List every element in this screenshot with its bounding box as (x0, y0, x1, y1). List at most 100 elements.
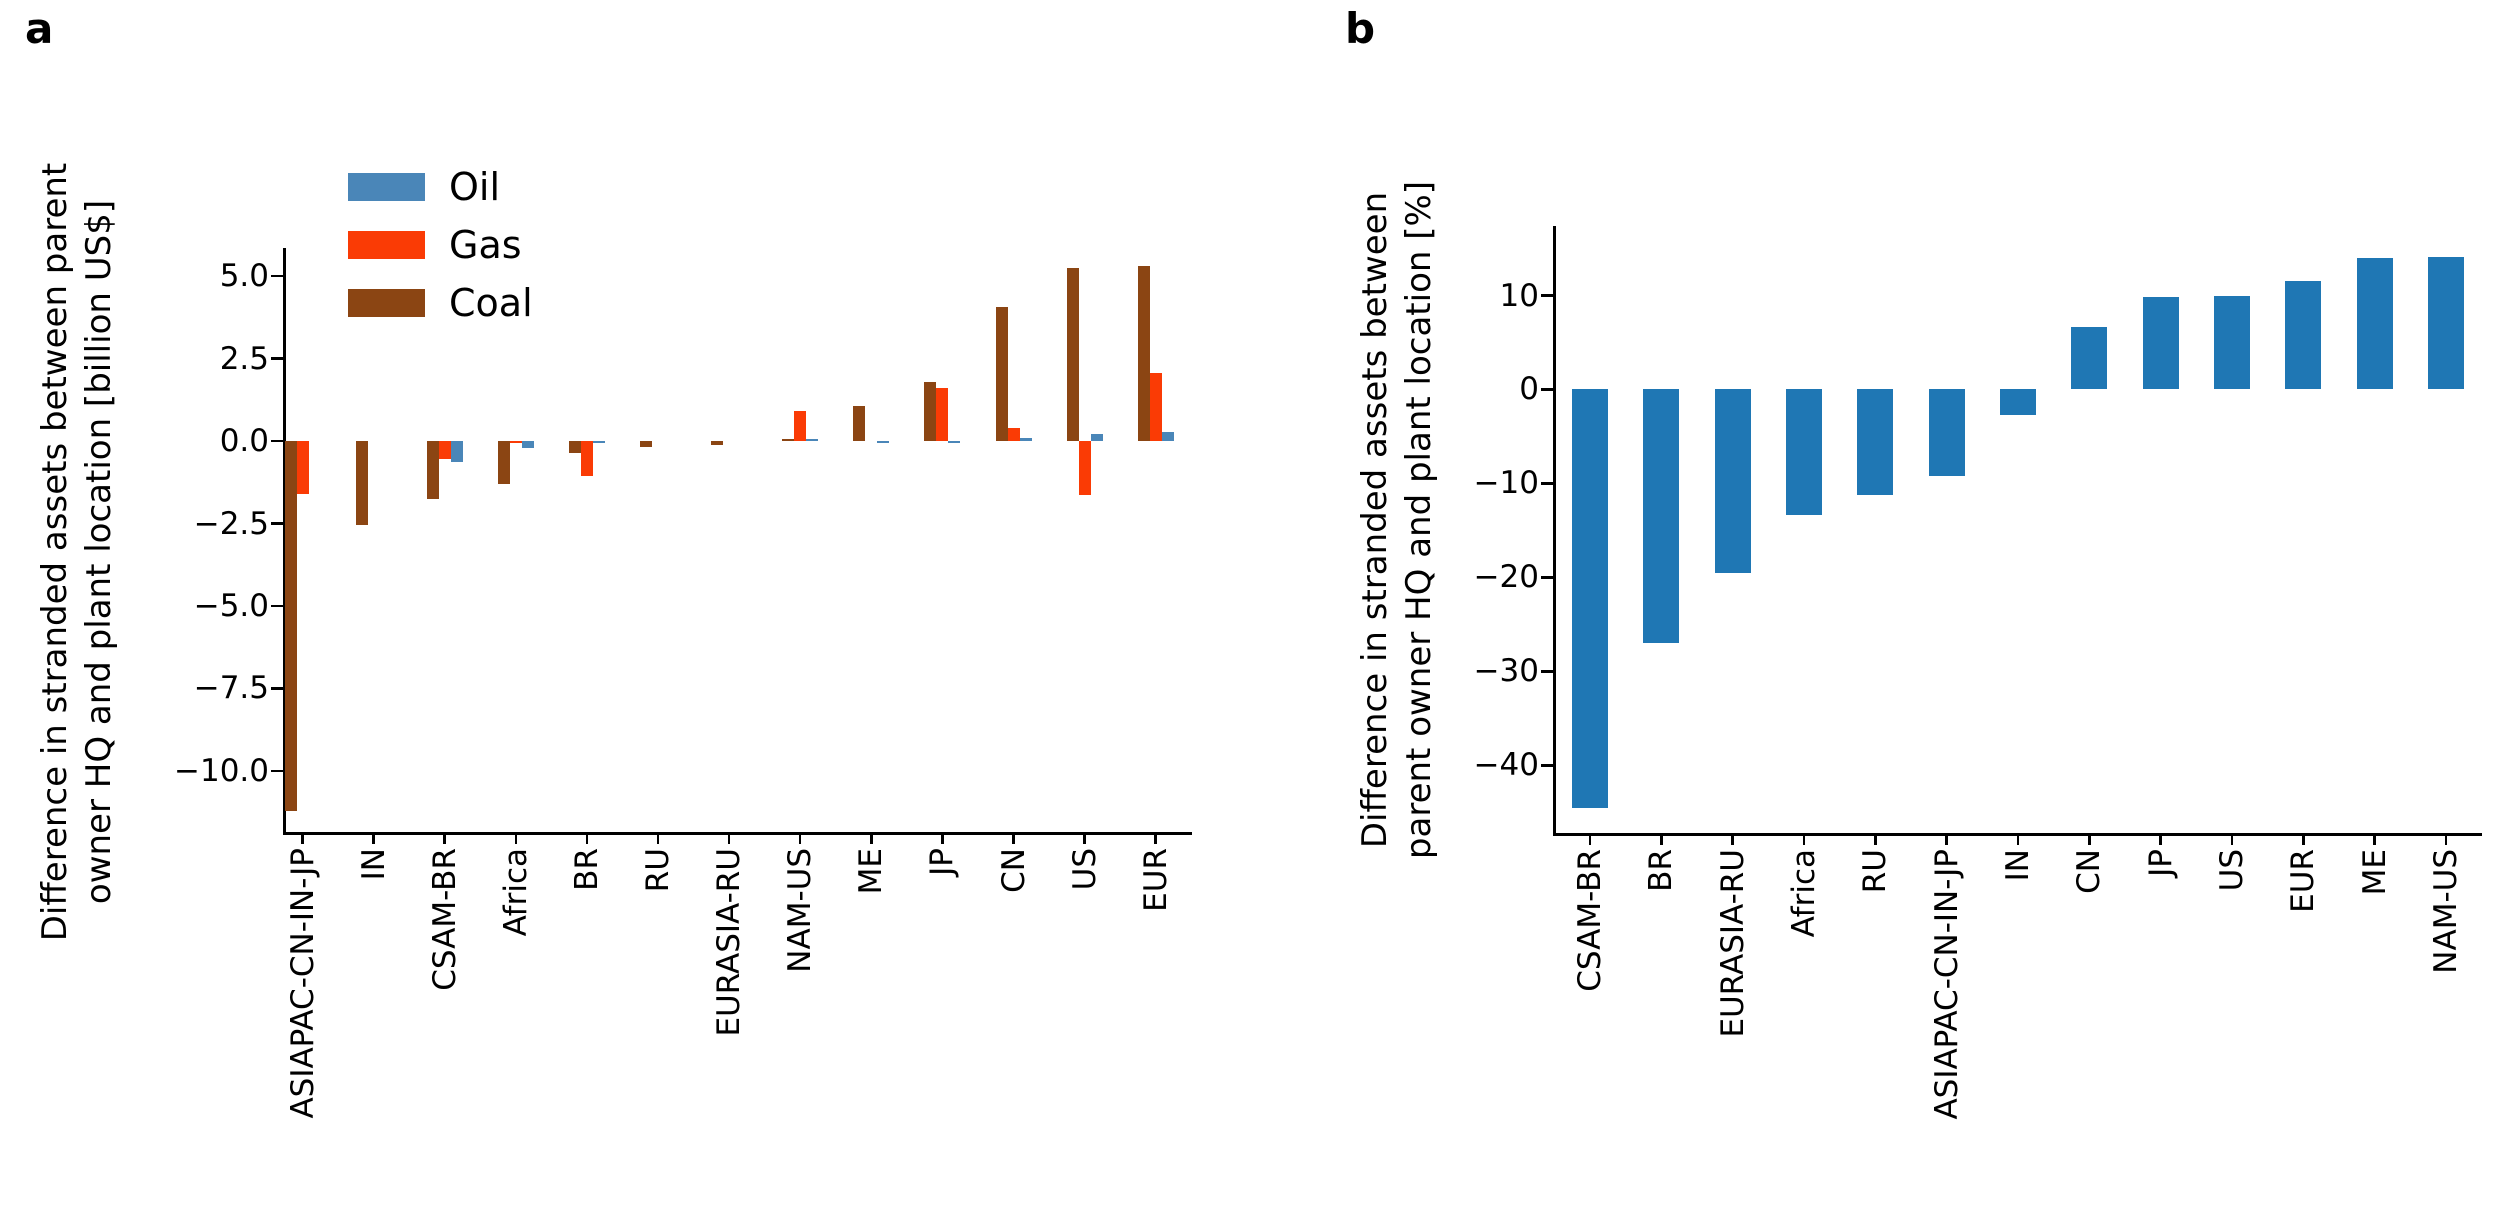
x-tick-label-text: JP (924, 848, 961, 876)
x-tick-label: CSAM-BR (427, 848, 483, 995)
y-axis-spine (1553, 226, 1556, 835)
panel-b-tag: b (1345, 4, 1376, 53)
bar-coal-me (853, 406, 866, 441)
bar-gas-asiapac-cn-in-jp (296, 441, 309, 495)
x-tick-label: NAM-US (782, 848, 838, 977)
x-tick (1874, 835, 1877, 845)
bar-gas-cn (1007, 428, 1020, 441)
y-tick-label: 0.0 (219, 423, 269, 460)
x-tick (2373, 835, 2376, 845)
x-tick (941, 834, 944, 844)
x-tick-label: CSAM-BR (1572, 849, 1628, 996)
y-tick-label: −2.5 (193, 505, 269, 542)
legend: Oil Gas Coal (348, 168, 648, 342)
bar-gas-jp (936, 388, 949, 441)
x-tick-label-text: ASIAPAC-CN-IN-JP (284, 848, 321, 1119)
x-tick-label-text: CSAM-BR (426, 848, 463, 991)
x-tick-label-text: IN (1999, 849, 2036, 882)
x-axis-spine (283, 832, 1192, 835)
x-tick (1012, 834, 1015, 844)
y-tick (271, 769, 283, 773)
y-tick (271, 357, 283, 360)
panel-a-ylabel-line2: owner HQ and plant location [billion US$… (79, 199, 119, 905)
x-tick-label: JP (2143, 849, 2199, 881)
x-tick (798, 834, 802, 844)
x-tick-label-text: Africa (497, 848, 534, 937)
bar-coal-nam-us (782, 439, 795, 441)
bar-oil-jp (948, 441, 961, 443)
bar-difference-us (2213, 296, 2250, 390)
y-tick (1541, 294, 1553, 297)
bar-coal-in (355, 441, 368, 526)
y-tick-label: −30 (1473, 653, 1539, 690)
x-tick (301, 834, 304, 844)
panel-a-ylabel-line1: Difference in stranded assets between pa… (35, 162, 75, 942)
x-tick-label-text: EURASIA-RU (711, 848, 748, 1037)
x-tick-label: EURASIA-RU (711, 848, 767, 1041)
bar-oil-nam-us (806, 438, 819, 441)
x-tick (2088, 835, 2091, 845)
x-tick (656, 834, 660, 844)
bar-difference-africa (1785, 389, 1822, 516)
x-tick (1154, 834, 1157, 844)
bar-gas-eur (1149, 373, 1162, 441)
x-tick-label-text: Africa (1785, 849, 1822, 938)
bar-difference-me (2356, 257, 2393, 390)
legend-label-oil: Oil (449, 165, 501, 209)
x-tick (1731, 835, 1734, 845)
bar-oil-us (1090, 433, 1103, 441)
bar-oil-africa (521, 441, 534, 449)
bar-gas-br (580, 441, 593, 476)
x-tick-label-text: ME (853, 848, 890, 895)
bar-gas-africa (509, 441, 522, 443)
y-tick (271, 687, 283, 690)
bar-oil-me (877, 441, 890, 443)
x-tick-label-text: CN (2071, 849, 2108, 894)
x-tick-label: BR (569, 848, 625, 895)
bar-gas-us (1078, 441, 1091, 496)
bar-gas-nam-us (794, 411, 807, 441)
bar-difference-in (1999, 389, 2036, 415)
x-tick (443, 834, 446, 844)
y-tick-label: 2.5 (219, 340, 269, 377)
x-axis-spine (1553, 833, 2482, 836)
y-tick-label: −20 (1473, 559, 1539, 596)
x-tick-label: CN (2071, 849, 2127, 898)
x-tick-label-text: BR (568, 848, 605, 891)
x-tick-label-text: EURASIA-RU (1714, 849, 1751, 1038)
x-tick-label: JP (924, 848, 980, 880)
y-tick (1541, 670, 1553, 673)
x-tick-label-text: ME (2356, 849, 2393, 896)
y-tick-label: 5.0 (219, 258, 269, 295)
x-tick-label: US (1067, 848, 1123, 894)
y-tick-label: −40 (1473, 747, 1539, 784)
bar-difference-cn (2071, 326, 2108, 390)
x-tick (727, 834, 731, 844)
bar-difference-jp (2142, 297, 2179, 390)
x-tick-label: IN (2000, 849, 2056, 885)
bar-coal-ru (640, 441, 652, 447)
x-tick-label: EUR (1138, 848, 1194, 916)
x-tick-label-text: ASIAPAC-CN-IN-JP (1928, 849, 1965, 1120)
x-tick-label: ASIAPAC-CN-IN-JP (285, 848, 341, 1123)
x-tick (870, 834, 873, 844)
bar-difference-br (1643, 389, 1680, 644)
bar-coal-africa (497, 441, 510, 484)
y-tick-label: 0 (1519, 371, 1539, 408)
bar-coal-us (1066, 267, 1079, 441)
x-tick-label-text: CSAM-BR (1572, 849, 1608, 992)
y-tick (271, 439, 283, 443)
bar-oil-eur (1161, 431, 1174, 441)
y-tick (1541, 576, 1553, 579)
bar-difference-csam-br (1572, 389, 1608, 808)
x-tick-label-text: RU (640, 848, 676, 893)
x-tick-label: CN (996, 848, 1052, 897)
x-tick (1660, 835, 1663, 845)
x-tick (2230, 835, 2234, 845)
bar-difference-ru (1857, 389, 1894, 495)
x-tick (2016, 835, 2020, 845)
y-axis-spine (283, 248, 286, 834)
legend-label-coal: Coal (449, 281, 533, 325)
x-tick-label: Africa (1786, 849, 1842, 941)
bar-coal-asiapac-cn-in-jp (284, 441, 297, 811)
